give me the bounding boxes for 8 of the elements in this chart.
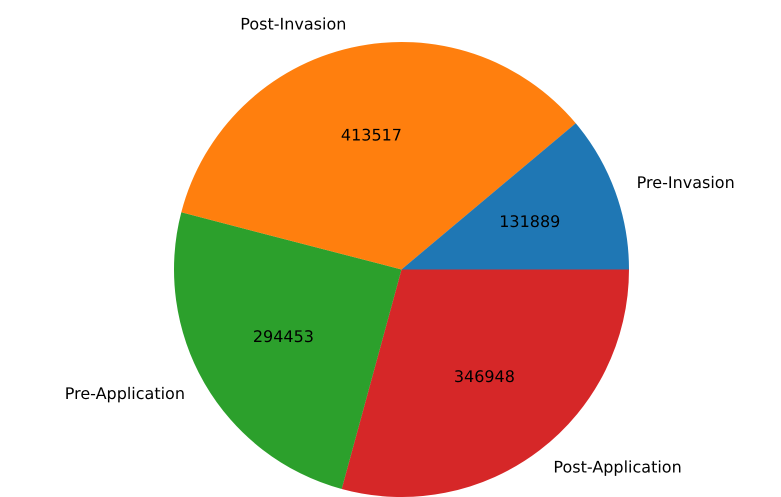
- data-label: 131889: [499, 212, 560, 231]
- slice-label: Pre-Application: [64, 384, 185, 404]
- slice-label: Post-Invasion: [240, 14, 346, 34]
- data-label: 346948: [454, 367, 515, 386]
- data-label: 413517: [340, 126, 402, 145]
- slice-label: Post-Application: [553, 458, 682, 477]
- slice-label: Pre-Invasion: [636, 173, 735, 192]
- data-label: 294453: [252, 327, 314, 346]
